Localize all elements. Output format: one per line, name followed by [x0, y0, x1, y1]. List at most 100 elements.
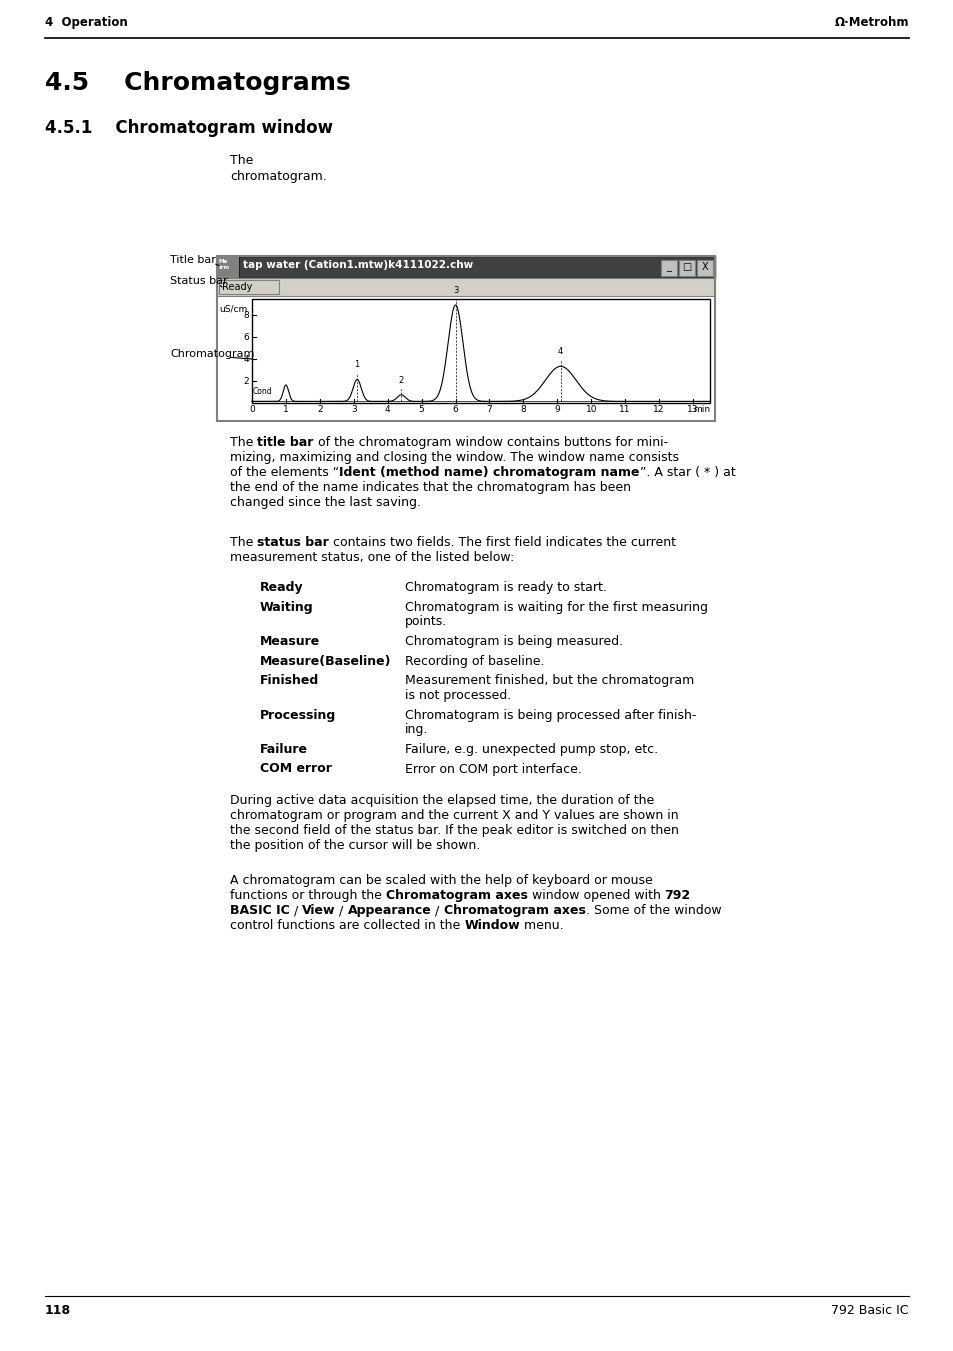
Text: Cond: Cond [253, 386, 273, 396]
Text: min: min [692, 405, 709, 413]
Text: the end of the name indicates that the chromatogram has been: the end of the name indicates that the c… [230, 481, 630, 494]
Bar [219, 280, 278, 295]
Text: 2: 2 [243, 377, 249, 386]
Text: 2: 2 [316, 405, 322, 413]
Text: title bar: title bar [257, 436, 314, 449]
Text: Chromatogram: Chromatogram [170, 349, 254, 359]
Text: 8: 8 [243, 312, 249, 320]
Text: Measurement finished, but the chromatogram: Measurement finished, but the chromatogr… [405, 674, 694, 688]
Text: 12: 12 [653, 405, 664, 413]
Text: Chromatogram is waiting for the first measuring: Chromatogram is waiting for the first me… [405, 600, 707, 613]
Text: 792: 792 [664, 889, 690, 902]
Text: BASIC IC: BASIC IC [230, 904, 290, 917]
Text: tap water (Cation1.mtw)k4111022.chw: tap water (Cation1.mtw)k4111022.chw [243, 259, 473, 270]
Text: Failure, e.g. unexpected pump stop, etc.: Failure, e.g. unexpected pump stop, etc. [405, 743, 658, 757]
Bar [697, 259, 712, 276]
Text: 1: 1 [355, 361, 359, 369]
Text: Chromatogram is being processed after finish-: Chromatogram is being processed after fi… [405, 708, 696, 721]
Bar [216, 255, 239, 278]
Text: 792 Basic IC: 792 Basic IC [831, 1304, 908, 1317]
Text: window opened with: window opened with [527, 889, 664, 902]
Text: Chromatogram axes: Chromatogram axes [385, 889, 527, 902]
Text: /: / [290, 904, 302, 917]
Text: Appearance: Appearance [348, 904, 431, 917]
Text: measurement status, one of the listed below:: measurement status, one of the listed be… [230, 551, 514, 563]
Bar [216, 255, 714, 422]
Text: Chromatogram axes: Chromatogram axes [443, 904, 585, 917]
Text: Title bar: Title bar [170, 255, 215, 265]
Text: ”. A star ( * ) at: ”. A star ( * ) at [639, 466, 735, 480]
Text: 2: 2 [398, 376, 403, 385]
Text: Status bar: Status bar [170, 276, 228, 286]
Text: Processing: Processing [260, 708, 335, 721]
Text: Failure: Failure [260, 743, 308, 757]
Text: 10: 10 [585, 405, 597, 413]
Text: of the chromatogram window contains buttons for mini-: of the chromatogram window contains butt… [314, 436, 667, 449]
Text: COM error: COM error [260, 762, 332, 775]
Text: menu.: menu. [519, 919, 563, 932]
Text: Recording of baseline.: Recording of baseline. [405, 654, 544, 667]
Text: Measure(Baseline): Measure(Baseline) [260, 654, 391, 667]
Text: The: The [230, 436, 257, 449]
Text: The: The [230, 536, 257, 549]
Text: A chromatogram can be scaled with the help of keyboard or mouse: A chromatogram can be scaled with the he… [230, 874, 652, 888]
Text: of the elements “: of the elements “ [230, 466, 338, 480]
Text: the position of the cursor will be shown.: the position of the cursor will be shown… [230, 839, 479, 852]
Text: Ω·Metrohm: Ω·Metrohm [834, 16, 908, 28]
Text: 11: 11 [618, 405, 630, 413]
Text: 6: 6 [243, 334, 249, 342]
Text: Window: Window [464, 919, 519, 932]
Text: uS/cm: uS/cm [219, 304, 247, 313]
Text: changed since the last saving.: changed since the last saving. [230, 496, 420, 509]
Text: 4.5.1    Chromatogram window: 4.5.1 Chromatogram window [45, 119, 333, 136]
Text: status bar: status bar [257, 536, 329, 549]
Bar [679, 259, 695, 276]
Text: chromatogram.: chromatogram. [230, 170, 327, 182]
Text: Ready: Ready [222, 282, 253, 292]
Text: 6: 6 [453, 405, 458, 413]
Text: View: View [302, 904, 335, 917]
Text: Error on COM port interface.: Error on COM port interface. [405, 762, 581, 775]
Bar [252, 299, 709, 403]
Text: Ident (method name) chromatogram name: Ident (method name) chromatogram name [338, 466, 639, 480]
Text: Waiting: Waiting [260, 600, 314, 613]
Text: _: _ [666, 262, 671, 272]
Text: . Some of the window: . Some of the window [585, 904, 720, 917]
Text: 1: 1 [283, 405, 289, 413]
Text: ing.: ing. [405, 724, 428, 736]
Text: 4: 4 [243, 355, 249, 365]
Text: Measure: Measure [260, 635, 320, 648]
Text: 7: 7 [486, 405, 492, 413]
Text: points.: points. [405, 616, 447, 628]
Text: 8: 8 [520, 405, 526, 413]
Bar [660, 259, 677, 276]
Text: 9: 9 [554, 405, 559, 413]
Text: 4  Operation: 4 Operation [45, 16, 128, 28]
Text: functions or through the: functions or through the [230, 889, 385, 902]
Text: 3: 3 [351, 405, 356, 413]
Text: Finished: Finished [260, 674, 319, 688]
Text: Chromatogram is ready to start.: Chromatogram is ready to start. [405, 581, 606, 594]
Text: Me
trm: Me trm [219, 259, 230, 270]
Text: /: / [335, 904, 348, 917]
Text: 0: 0 [249, 405, 254, 413]
Text: 4: 4 [558, 347, 563, 357]
Text: 4: 4 [384, 405, 390, 413]
Text: the second field of the status bar. If the peak editor is switched on then: the second field of the status bar. If t… [230, 824, 679, 838]
Text: During active data acquisition the elapsed time, the duration of the: During active data acquisition the elaps… [230, 794, 654, 807]
Text: The: The [230, 154, 257, 168]
Text: Ready: Ready [260, 581, 303, 594]
Text: 13: 13 [686, 405, 698, 413]
Text: 118: 118 [45, 1304, 71, 1317]
Text: chromatogram or program and the current X and Y values are shown in: chromatogram or program and the current … [230, 809, 678, 821]
Bar [216, 278, 714, 296]
Text: □: □ [681, 262, 691, 272]
Text: mizing, maximizing and closing the window. The window name consists: mizing, maximizing and closing the windo… [230, 451, 679, 463]
Text: X: X [701, 262, 707, 272]
Text: 5: 5 [418, 405, 424, 413]
Text: Chromatogram is being measured.: Chromatogram is being measured. [405, 635, 622, 648]
Text: /: / [431, 904, 443, 917]
Text: contains two fields. The first field indicates the current: contains two fields. The first field ind… [329, 536, 676, 549]
Text: 3: 3 [453, 286, 457, 295]
Bar [216, 255, 714, 278]
